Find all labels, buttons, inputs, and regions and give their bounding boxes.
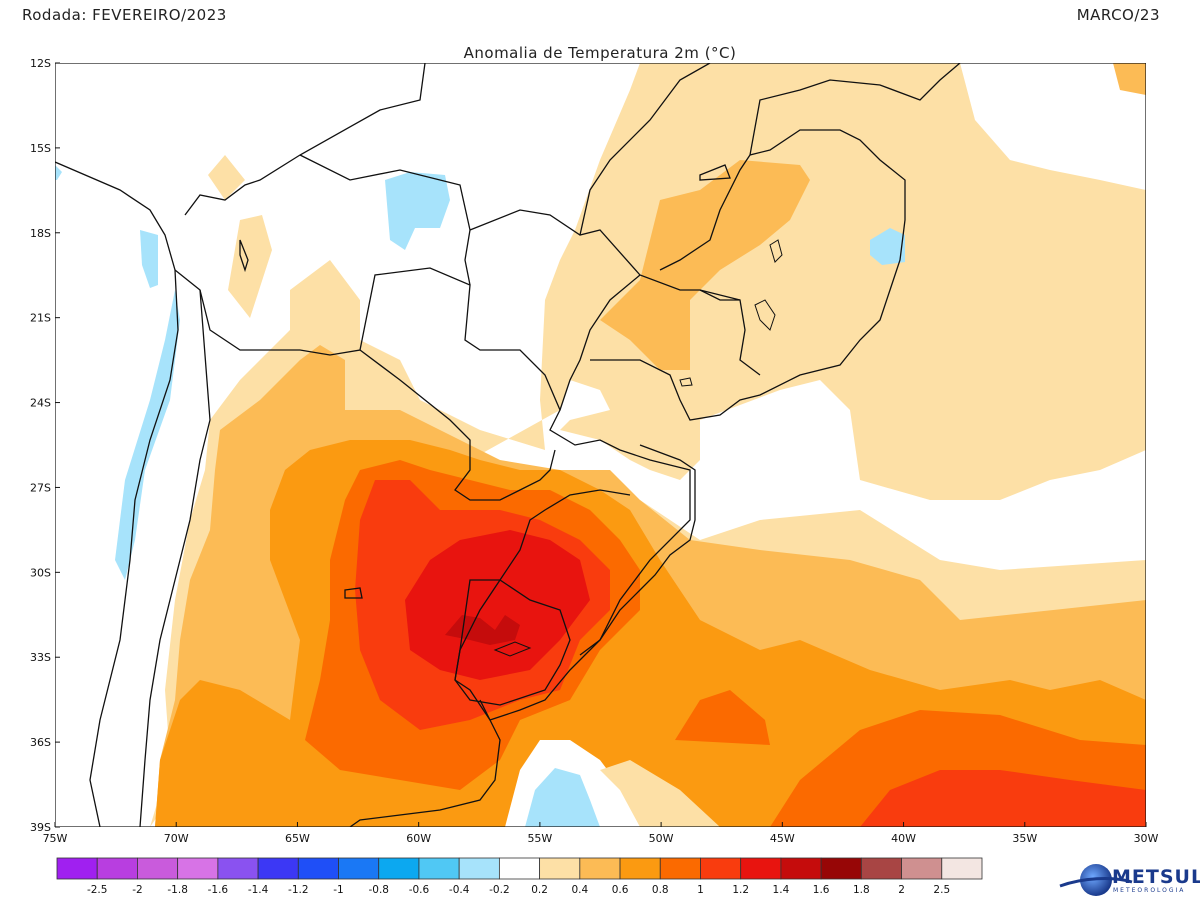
lat-label-33S: 33S [30,651,51,664]
colorbar-swatch [941,857,983,880]
target-month-label: MARCO/23 [1076,6,1160,24]
anomaly-neg-0-2-andes-2 [115,290,180,580]
metsul-logo-icon [1059,864,1133,896]
anomaly-neg-0-2-south [525,768,600,827]
lat-label-36S: 36S [30,736,51,749]
colorbar-label: 2.5 [933,884,950,896]
anomaly-neg-0-2-andes-1 [140,230,158,288]
lon-label-50W: 50W [649,832,674,845]
anomaly-neg-0-2-bolivia [385,172,450,250]
colorbar-label: 1.4 [773,884,790,896]
colorbar-swatch [780,857,822,880]
colorbar-label: 1.2 [732,884,749,896]
colorbar-swatch [458,857,500,880]
colorbar-swatch [177,857,219,880]
lat-label-24S: 24S [30,397,51,410]
colorbar-label: -1.2 [288,884,309,896]
colorbar-swatch [498,857,541,880]
colorbar-swatch [257,857,299,880]
colorbar-swatch [137,857,179,880]
lon-label-65W: 65W [285,832,310,845]
lon-label-75W: 75W [43,832,68,845]
lon-label-70W: 70W [164,832,189,845]
colorbar-label: 0.8 [652,884,669,896]
lon-label-40W: 40W [891,832,916,845]
colorbar-label: 2 [898,884,905,896]
colorbar-label: 0.4 [571,884,588,896]
lon-label-35W: 35W [1012,832,1037,845]
anomaly-0-4-ne [1113,63,1146,95]
colorbar-swatch [338,857,380,880]
lat-label-39S: 39S [30,821,51,834]
anomaly-0-2-small-1 [208,155,245,200]
map-title: Anomalia de Temperatura 2m (°C) [463,44,737,62]
colorbar-swatch [378,857,420,880]
lon-label-30W: 30W [1134,832,1159,845]
anomaly-0-8-ocean [675,690,770,745]
colorbar-swatch [860,857,902,880]
lat-label-18S: 18S [30,227,51,240]
anomaly-neg-0-2-east-coast [870,228,905,265]
colorbar-swatch [539,857,581,880]
colorbar-swatch [619,857,661,880]
anomaly-1-2-region [405,530,590,680]
anomaly-0-2-small-2 [228,215,272,318]
colorbar-label: -2 [132,884,142,896]
anomaly-0-2-east [750,63,860,150]
lat-label-15S: 15S [30,142,51,155]
colorbar-swatch [418,857,460,880]
colorbar-swatch [579,857,621,880]
lon-label-60W: 60W [406,832,431,845]
latitude-labels: 12S 15S 18S 21S 24S 27S 30S 33S 36S 39S [30,57,60,834]
colorbar-label: -1.8 [167,884,188,896]
colorbar-swatch [740,857,782,880]
political-borders [55,63,961,827]
colorbar-swatch [96,857,138,880]
colorbar-label: -1.6 [208,884,229,896]
lat-label-12S: 12S [30,57,51,70]
colorbar-label: -0.6 [409,884,430,896]
colorbar-swatch [217,857,259,880]
lat-label-21S: 21S [30,312,51,325]
lon-label-45W: 45W [770,832,795,845]
colorbar-swatch [56,857,98,880]
lat-label-30S: 30S [30,566,51,579]
colorbar-label: 1 [697,884,704,896]
lat-label-27S: 27S [30,481,51,494]
longitude-labels: 75W 70W 65W 60W 55W 50W 45W 40W 35W 30W [43,822,1159,845]
colorbar-label: -0.8 [368,884,389,896]
colorbar-label: -0.4 [449,884,470,896]
colorbar-label: 0.2 [531,884,548,896]
colorbar-label: -1 [333,884,343,896]
colorbar: -2.5 -2 -1.8 -1.6 -1.4 -1.2 -1 -0.8 -0.6 -0.4 -0.2… [56,857,983,896]
colorbar-swatch [659,857,701,880]
run-label: Rodada: FEVEREIRO/2023 [22,6,227,24]
colorbar-swatch [820,857,862,880]
colorbar-label: -2.5 [87,884,108,896]
colorbar-label: 1.6 [813,884,830,896]
map-field [55,63,1146,827]
logo-name: METSUL [1112,866,1200,888]
lon-label-55W: 55W [527,832,552,845]
colorbar-label: -1.4 [248,884,269,896]
anomaly-0-4-north [600,160,810,370]
colorbar-swatch [901,857,943,880]
colorbar-label: -0.2 [489,884,510,896]
logo-subtitle: METEOROLOGIA [1113,887,1186,894]
lakes [493,239,783,657]
anomaly-neg-0-2-nw [55,165,62,180]
colorbar-label: 0.6 [612,884,629,896]
anomaly-0-2-south-ring [600,760,720,827]
colorbar-swatch [700,857,742,880]
colorbar-swatch [297,857,339,880]
colorbar-label: 1.8 [853,884,870,896]
anomaly-1-0-southeast [860,770,1146,827]
